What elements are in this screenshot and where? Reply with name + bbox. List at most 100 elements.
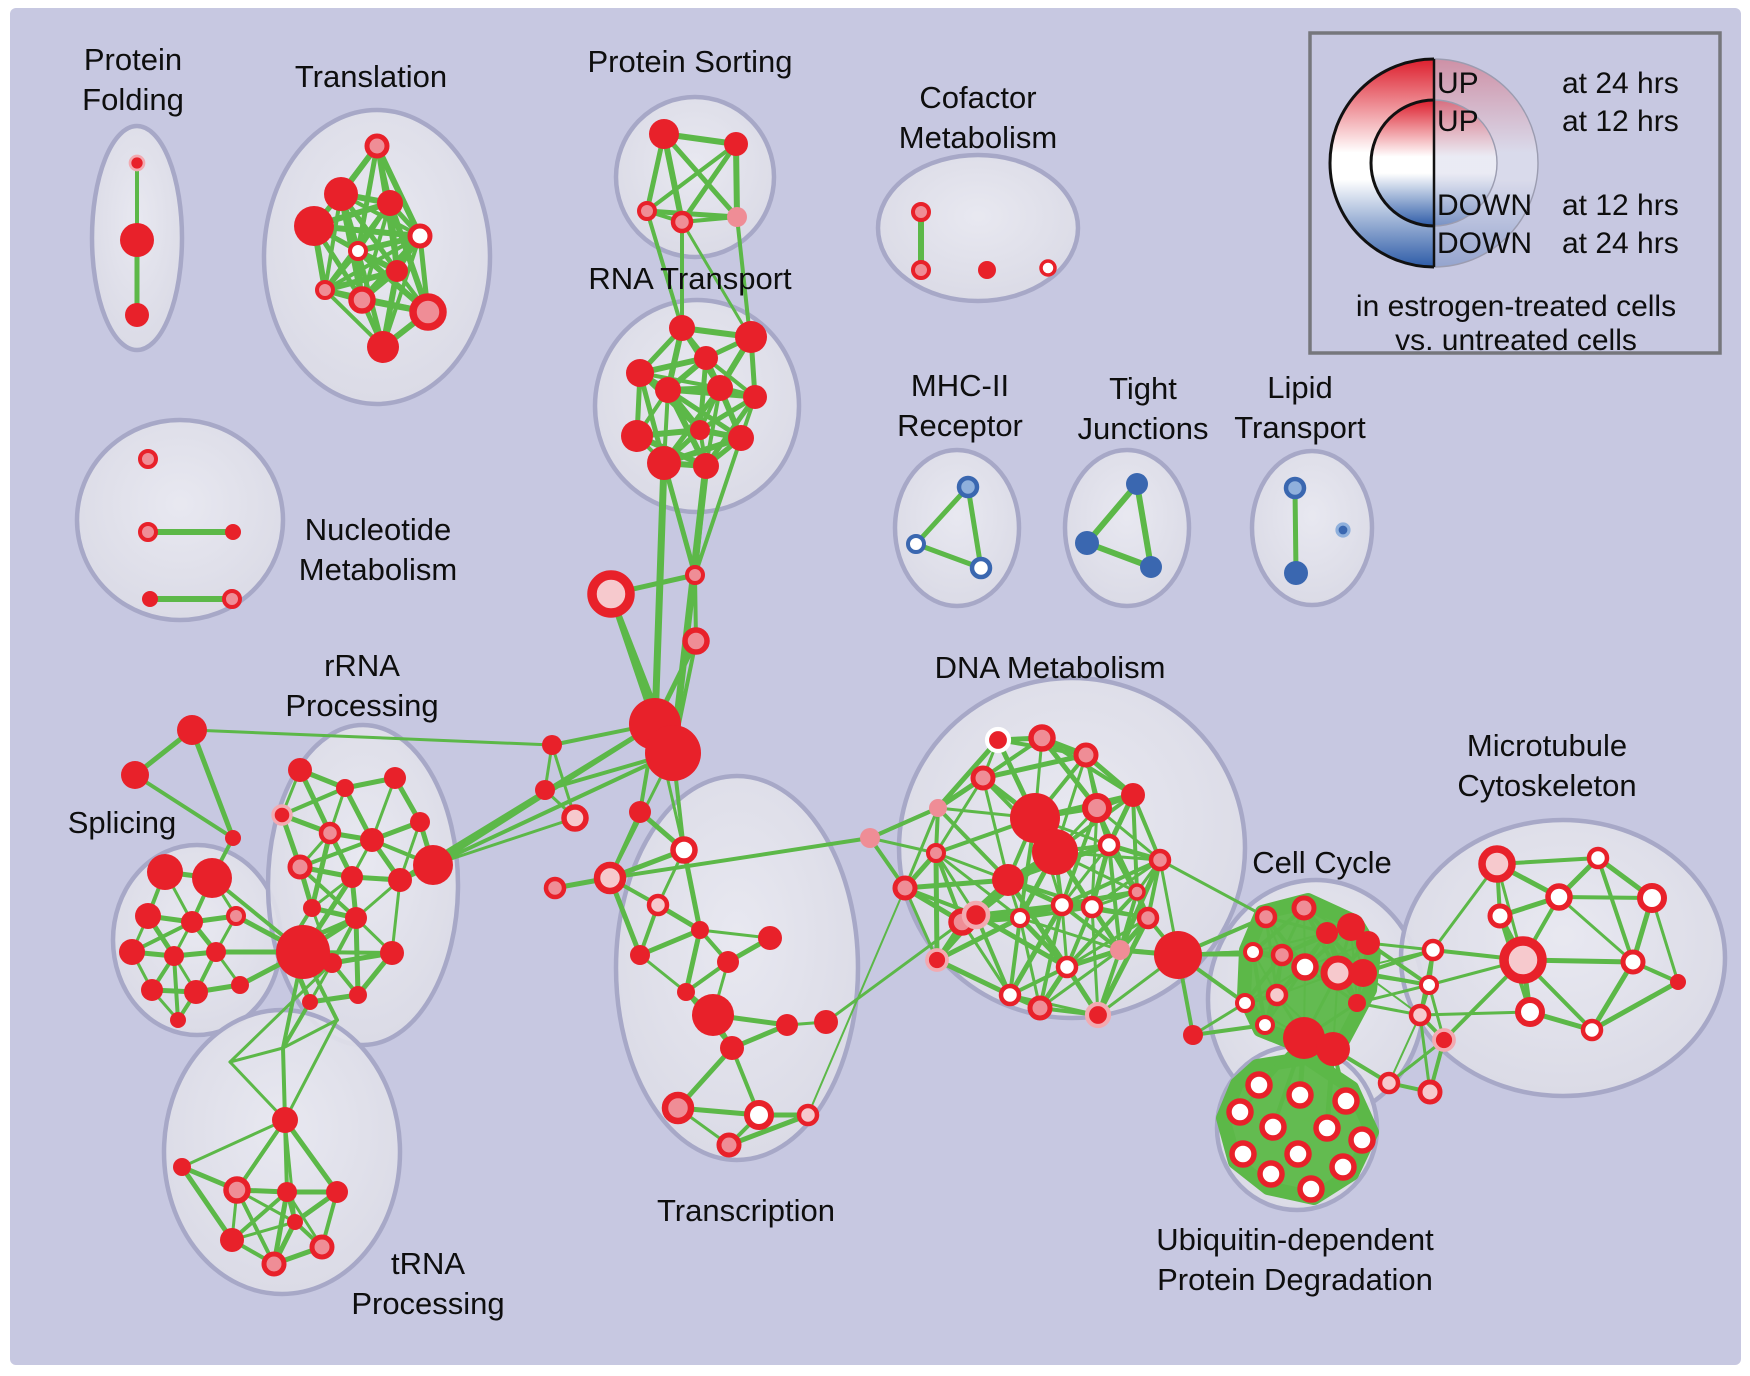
cluster-label-cofactor-metabolism: Cofactor [919,80,1036,115]
network-node [380,941,404,965]
network-node [1487,903,1513,929]
network-node [1421,938,1445,962]
network-node [315,280,335,300]
cluster-edge-mhc-ii-receptor [965,484,984,571]
cluster-edge-protein-sorting [733,141,740,220]
cluster-label-mhc-ii-receptor: Receptor [897,408,1023,443]
network-node [677,983,695,1001]
network-node [1110,940,1130,960]
network-node [348,241,368,261]
cluster-edge-microtubule-cytoskeleton [1596,856,1635,964]
network-node [720,1036,744,1060]
network-node [277,1182,297,1202]
network-node [1283,1017,1325,1059]
network-node [892,875,918,901]
cluster-edge-dna-metabolism [1118,890,1139,952]
network-node [1499,936,1547,984]
legend-direction-3: DOWN [1437,227,1532,260]
cluster-label-cofactor-metabolism: Metabolism [899,120,1058,155]
cluster-edge-protein-sorting [645,142,738,213]
inter-cluster-edge [228,1046,285,1064]
cluster-edge-dna-metabolism [1060,858,1162,907]
network-node [222,589,242,609]
inter-cluster-edge [281,1000,312,1050]
network-node [326,1181,348,1203]
network-node [226,906,246,926]
network-node [1313,1114,1341,1142]
network-node [336,779,354,797]
network-node [409,293,447,331]
network-node [728,425,754,451]
network-node [388,868,412,892]
network-node [1284,561,1308,585]
cluster-ellipse-tight-junctions [1062,447,1192,609]
network-node [655,377,681,403]
legend-donut-inner-solid [1371,100,1434,226]
cluster-edge-transcription [683,927,703,995]
network-node [276,925,330,979]
network-node [1432,1028,1456,1052]
network-node [1337,913,1365,941]
network-node [1329,1153,1357,1181]
network-node [386,260,408,282]
network-node [1229,1140,1257,1168]
network-node [1283,476,1307,500]
inter-cluster-edge [651,459,668,728]
cluster-label-rna-transport: RNA Transport [588,261,792,296]
cluster-label-trna-processing: Processing [351,1286,504,1321]
network-node [693,453,719,479]
network-node [724,132,748,156]
network-node [120,223,154,257]
network-node [173,1158,191,1176]
network-node [626,359,654,387]
network-node [961,900,991,930]
network-node [637,201,657,221]
network-node [1332,1087,1360,1115]
cluster-edge-dna-metabolism [1095,915,1151,1018]
network-node [348,286,376,314]
network-node [978,261,996,279]
network-node [1335,522,1351,538]
network-node [926,843,946,863]
cluster-edge-trna-processing [235,1188,276,1266]
network-node [223,1176,251,1204]
cluster-label-ubiquitin-degradation: Ubiquitin-dependent [1156,1222,1434,1257]
cluster-edge-dna-metabolism [934,915,1023,963]
network-node [1126,473,1148,495]
network-node [128,154,146,172]
network-node [138,522,158,542]
network-node [303,899,321,917]
cluster-ellipse-cofactor-metabolism [875,152,1081,304]
cluster-edge-dna-metabolism [934,851,1022,920]
cluster-label-ubiquitin-degradation: Protein Degradation [1157,1262,1433,1297]
cluster-edge-dna-metabolism [1059,889,1140,908]
cluster-edge-mhc-ii-receptor [913,484,971,547]
cluster-edge-cell-cycle [1355,983,1431,1005]
cluster-edge-dna-metabolism [936,806,1010,882]
cluster-edge-translation [322,268,400,293]
network-node [1348,1126,1376,1154]
network-node [1637,883,1667,913]
network-node [192,858,232,898]
network-node [121,761,149,789]
cluster-edge-cell-cycle [1191,1023,1267,1037]
network-node [630,945,650,965]
cluster-edge-tight-junctions [1084,481,1140,546]
cluster-edge-trna-processing [230,1190,289,1242]
network-node [181,911,203,933]
network-node [407,223,433,249]
cluster-ellipse-mhc-ii-receptor [892,447,1022,609]
legend-time-1: at 12 hrs [1562,105,1679,138]
inter-cluster-edge [807,887,906,1116]
legend-footer-line-0: in estrogen-treated cells [1356,290,1676,323]
network-node [184,980,208,1004]
network-node [682,627,710,655]
cluster-edge-microtubule-cytoskeleton [1557,895,1635,964]
network-node [692,994,734,1036]
network-node [542,735,562,755]
network-node [220,1228,244,1252]
cluster-edge-translation [374,143,423,239]
legend-outer-arc [1328,57,1435,269]
network-node [1478,845,1516,883]
network-node [119,939,145,965]
